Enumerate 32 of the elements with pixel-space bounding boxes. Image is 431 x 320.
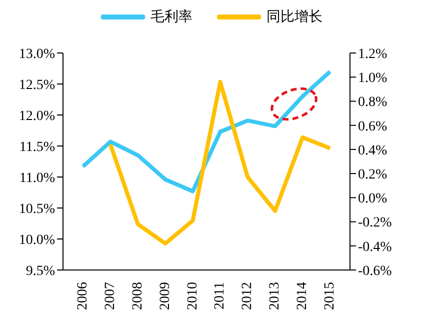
y2-tick-label: -0.2% — [358, 216, 392, 231]
legend-label: 同比增长 — [266, 8, 322, 26]
y-tick-label: 10.0% — [18, 232, 56, 248]
legend-label: 毛利率 — [150, 8, 192, 26]
y2-tick-label: 0.2% — [358, 168, 388, 183]
x-tick-label: 2010 — [185, 282, 200, 310]
x-tick-label: 2015 — [322, 282, 338, 310]
x-tick-label: 2006 — [76, 282, 90, 310]
y2-tick-label: -0.4% — [358, 240, 392, 255]
x-tick-label: 2007 — [102, 282, 118, 310]
x-tick-label: 2009 — [158, 282, 173, 310]
y2-tick-label: 0.6% — [358, 119, 388, 134]
y-tick-label: 10.5% — [18, 202, 56, 217]
x-tick-label: 2013 — [268, 282, 283, 310]
y2-tick-label: 0.4% — [358, 143, 388, 158]
x-tick-label: 2014 — [295, 282, 310, 310]
y2-tick-label: 1.0% — [358, 71, 388, 86]
y2-tick-label: 1.2% — [358, 46, 388, 62]
x-tick-label: 2008 — [130, 282, 146, 310]
y2-tick-label: 0.0% — [358, 192, 388, 207]
y-tick-label: 13.0% — [18, 46, 56, 62]
line-series — [81, 70, 332, 194]
x-tick-label: 2011 — [212, 282, 228, 310]
y-tick-label: 9.5% — [26, 264, 56, 279]
y-tick-label: 12.5% — [18, 78, 56, 93]
y-tick-label: 12.0% — [18, 108, 56, 124]
y-tick-label: 11.0% — [19, 170, 56, 186]
x-tick-label: 2012 — [240, 282, 256, 310]
y2-tick-label: -0.6% — [358, 264, 392, 279]
y2-tick-label: 0.8% — [358, 95, 388, 110]
line-series — [108, 80, 332, 246]
y-tick-label: 11.5% — [19, 140, 56, 155]
